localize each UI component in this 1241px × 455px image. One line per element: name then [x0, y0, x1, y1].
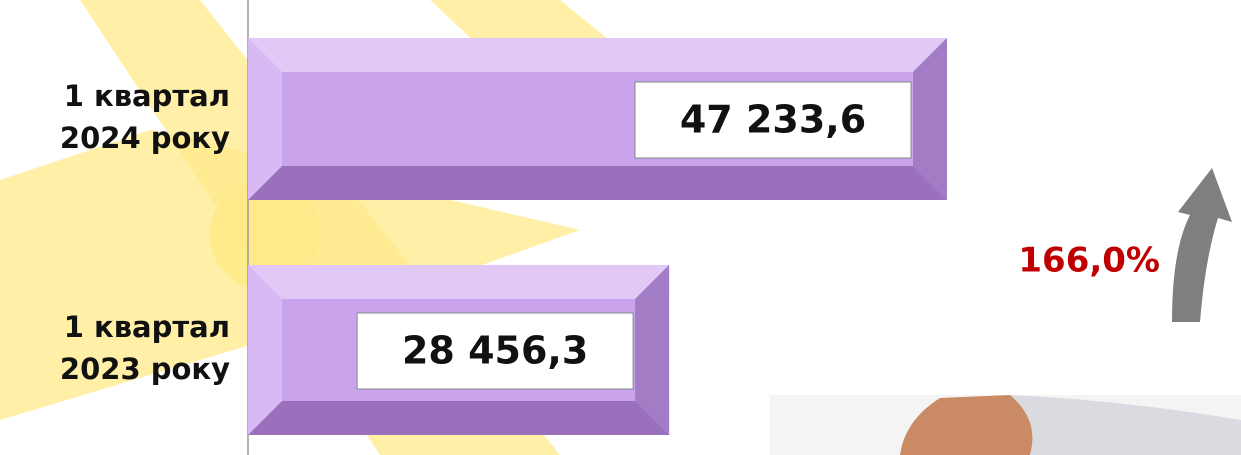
- value-label-box: [356, 312, 634, 390]
- value-label: 47 233,6: [680, 98, 866, 142]
- annotation: 166,0%: [1018, 241, 1160, 281]
- bar-bevel: [248, 38, 282, 200]
- bar-bevel: [913, 38, 947, 200]
- bar-bevel: [248, 401, 670, 435]
- bar-bevel: [635, 265, 670, 435]
- category-label: 1 квартал 2023 року: [59, 310, 230, 386]
- bar-bevel: [248, 166, 947, 200]
- bar-bevel: [248, 265, 282, 435]
- trend-arrow: [1172, 168, 1232, 322]
- value-label: 28 456,3: [402, 329, 588, 373]
- value-label-box: [634, 81, 912, 159]
- bar-bevel: [248, 265, 670, 299]
- bar-bevel: [248, 38, 947, 72]
- category-label: 1 квартал 2024 року: [59, 79, 230, 155]
- photo: [770, 395, 1241, 455]
